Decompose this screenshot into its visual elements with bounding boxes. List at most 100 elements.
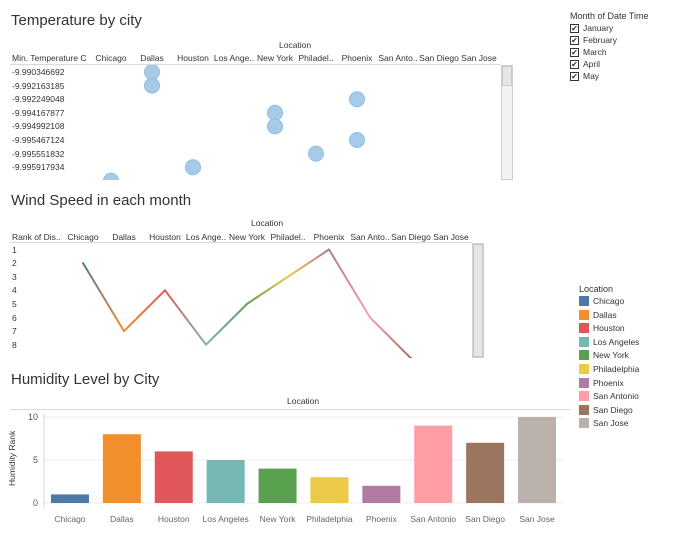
legend-item[interactable]: San Jose <box>579 417 628 429</box>
temperature-scrollbar-thumb[interactable] <box>502 66 512 86</box>
wind-category-label: Chicago <box>67 232 99 242</box>
month-checkbox[interactable]: ✔ <box>570 59 579 69</box>
wind-y-tick-label: 6 <box>12 312 17 323</box>
wind-category-label: New York <box>229 232 265 242</box>
legend-item[interactable]: Houston <box>579 322 625 334</box>
legend-swatch <box>579 309 589 320</box>
legend-label: Chicago <box>593 296 625 306</box>
temperature-row-label: -9.994167877 <box>12 107 65 118</box>
legend-item[interactable]: Phoenix <box>579 377 624 389</box>
legend-item[interactable]: Chicago <box>579 295 624 307</box>
humidity-bar <box>102 434 141 503</box>
humidity-bar <box>362 485 401 503</box>
month-filter-item[interactable]: ✔ January <box>570 22 613 34</box>
humidity-bar <box>50 494 89 503</box>
month-checkbox[interactable]: ✔ <box>570 23 579 33</box>
legend-swatch <box>579 391 589 402</box>
humidity-bar <box>466 442 505 503</box>
temperature-category-label: San Diego <box>419 53 459 63</box>
legend-item[interactable]: Los Angeles <box>579 336 639 348</box>
legend-item[interactable]: New York <box>579 349 629 361</box>
legend-swatch <box>579 418 589 429</box>
temperature-row-label: -9.995467124 <box>12 135 65 145</box>
humidity-bar <box>206 460 245 503</box>
temperature-category-label: New York <box>257 53 293 63</box>
humidity-chart-title: Humidity Level by City <box>11 371 160 388</box>
humidity-category-label: New York <box>260 514 297 524</box>
temperature-row-label: -9.994992108 <box>12 121 65 132</box>
humidity-bar <box>310 477 349 503</box>
wind-category-label: Dallas <box>112 232 136 242</box>
wind-y-tick-label: 5 <box>12 298 17 309</box>
temperature-scrollbar[interactable] <box>501 65 513 180</box>
wind-category-label: Los Ange.. <box>185 232 227 242</box>
wind-line-segment <box>164 289 207 346</box>
temperature-category-label: Houston <box>177 53 209 63</box>
temperature-column-header: Location <box>279 40 312 50</box>
wind-category-label: Phoenix <box>313 232 345 242</box>
wind-line-segment <box>123 289 166 333</box>
legend-swatch <box>579 323 589 334</box>
humidity-y-tick-label: 0 <box>33 498 38 508</box>
month-filter-item[interactable]: ✔ March <box>570 46 607 58</box>
legend-swatch <box>579 404 589 415</box>
legend-item[interactable]: San Diego <box>579 404 633 416</box>
temperature-row-header: Min. Temperature C <box>12 53 87 63</box>
legend-label: Phoenix <box>593 377 624 388</box>
legend-swatch <box>579 336 589 347</box>
legend-swatch <box>579 296 589 306</box>
wind-line-segment <box>287 248 330 278</box>
month-filter-item[interactable]: ✔ May <box>570 70 599 82</box>
wind-ylabel: Rank of Dis.. <box>12 232 61 242</box>
month-filter-item[interactable]: ✔ February <box>570 34 617 46</box>
month-filter-item[interactable]: ✔ April <box>570 58 600 70</box>
month-label: February <box>583 35 618 45</box>
humidity-y-tick-label: 5 <box>33 455 38 465</box>
legend-item[interactable]: Dallas <box>579 309 617 321</box>
temperature-category-label: Philadel.. <box>298 53 334 63</box>
month-checkbox[interactable]: ✔ <box>570 35 579 45</box>
legend-label: San Antonio <box>593 391 639 402</box>
wind-scrollbar[interactable] <box>472 243 484 358</box>
month-checkbox[interactable]: ✔ <box>570 71 579 81</box>
temperature-chart-title: Temperature by city <box>11 12 142 29</box>
month-label: May <box>583 71 600 81</box>
wind-scrollbar-thumb[interactable] <box>473 244 483 357</box>
legend-swatch <box>579 364 589 374</box>
month-filter-title: Month of Date Time <box>570 11 649 21</box>
wind-y-tick-label: 4 <box>12 285 17 296</box>
legend-item[interactable]: Philadelphia <box>579 363 639 375</box>
humidity-bar <box>414 425 453 503</box>
wind-line-segment <box>82 262 125 333</box>
temperature-point <box>308 145 324 162</box>
humidity-column-header: Location <box>287 396 320 406</box>
legend-item[interactable]: San Antonio <box>579 390 639 402</box>
humidity-y-tick-label: 10 <box>28 412 38 422</box>
humidity-bar <box>258 468 297 503</box>
temperature-point <box>103 172 119 180</box>
humidity-category-label: San Jose <box>519 514 555 524</box>
temperature-category-label: San Jose <box>461 53 497 63</box>
humidity-category-label: Houston <box>158 514 190 524</box>
temperature-row-label: -9.992249048 <box>12 94 65 105</box>
wind-column-header: Location <box>251 218 284 228</box>
wind-y-tick-label: 7 <box>12 326 17 337</box>
legend-label: Dallas <box>593 309 617 320</box>
temperature-point <box>349 91 365 108</box>
legend-label: San Jose <box>593 418 629 429</box>
legend-label: New York <box>593 350 629 361</box>
humidity-category-label: Dallas <box>110 514 134 524</box>
wind-category-label: San Anto.. <box>350 232 390 242</box>
temperature-point <box>267 118 283 135</box>
wind-line-segment <box>369 316 412 358</box>
month-checkbox[interactable]: ✔ <box>570 47 579 57</box>
wind-line-segment <box>205 302 248 346</box>
wind-chart-title: Wind Speed in each month <box>11 192 192 209</box>
legend-label: San Diego <box>593 404 633 415</box>
wind-category-label: Philadel.. <box>270 232 306 242</box>
legend-swatch <box>579 377 589 388</box>
temperature-row-label: -9.992163185 <box>12 80 65 91</box>
legend-label: Houston <box>593 323 625 334</box>
